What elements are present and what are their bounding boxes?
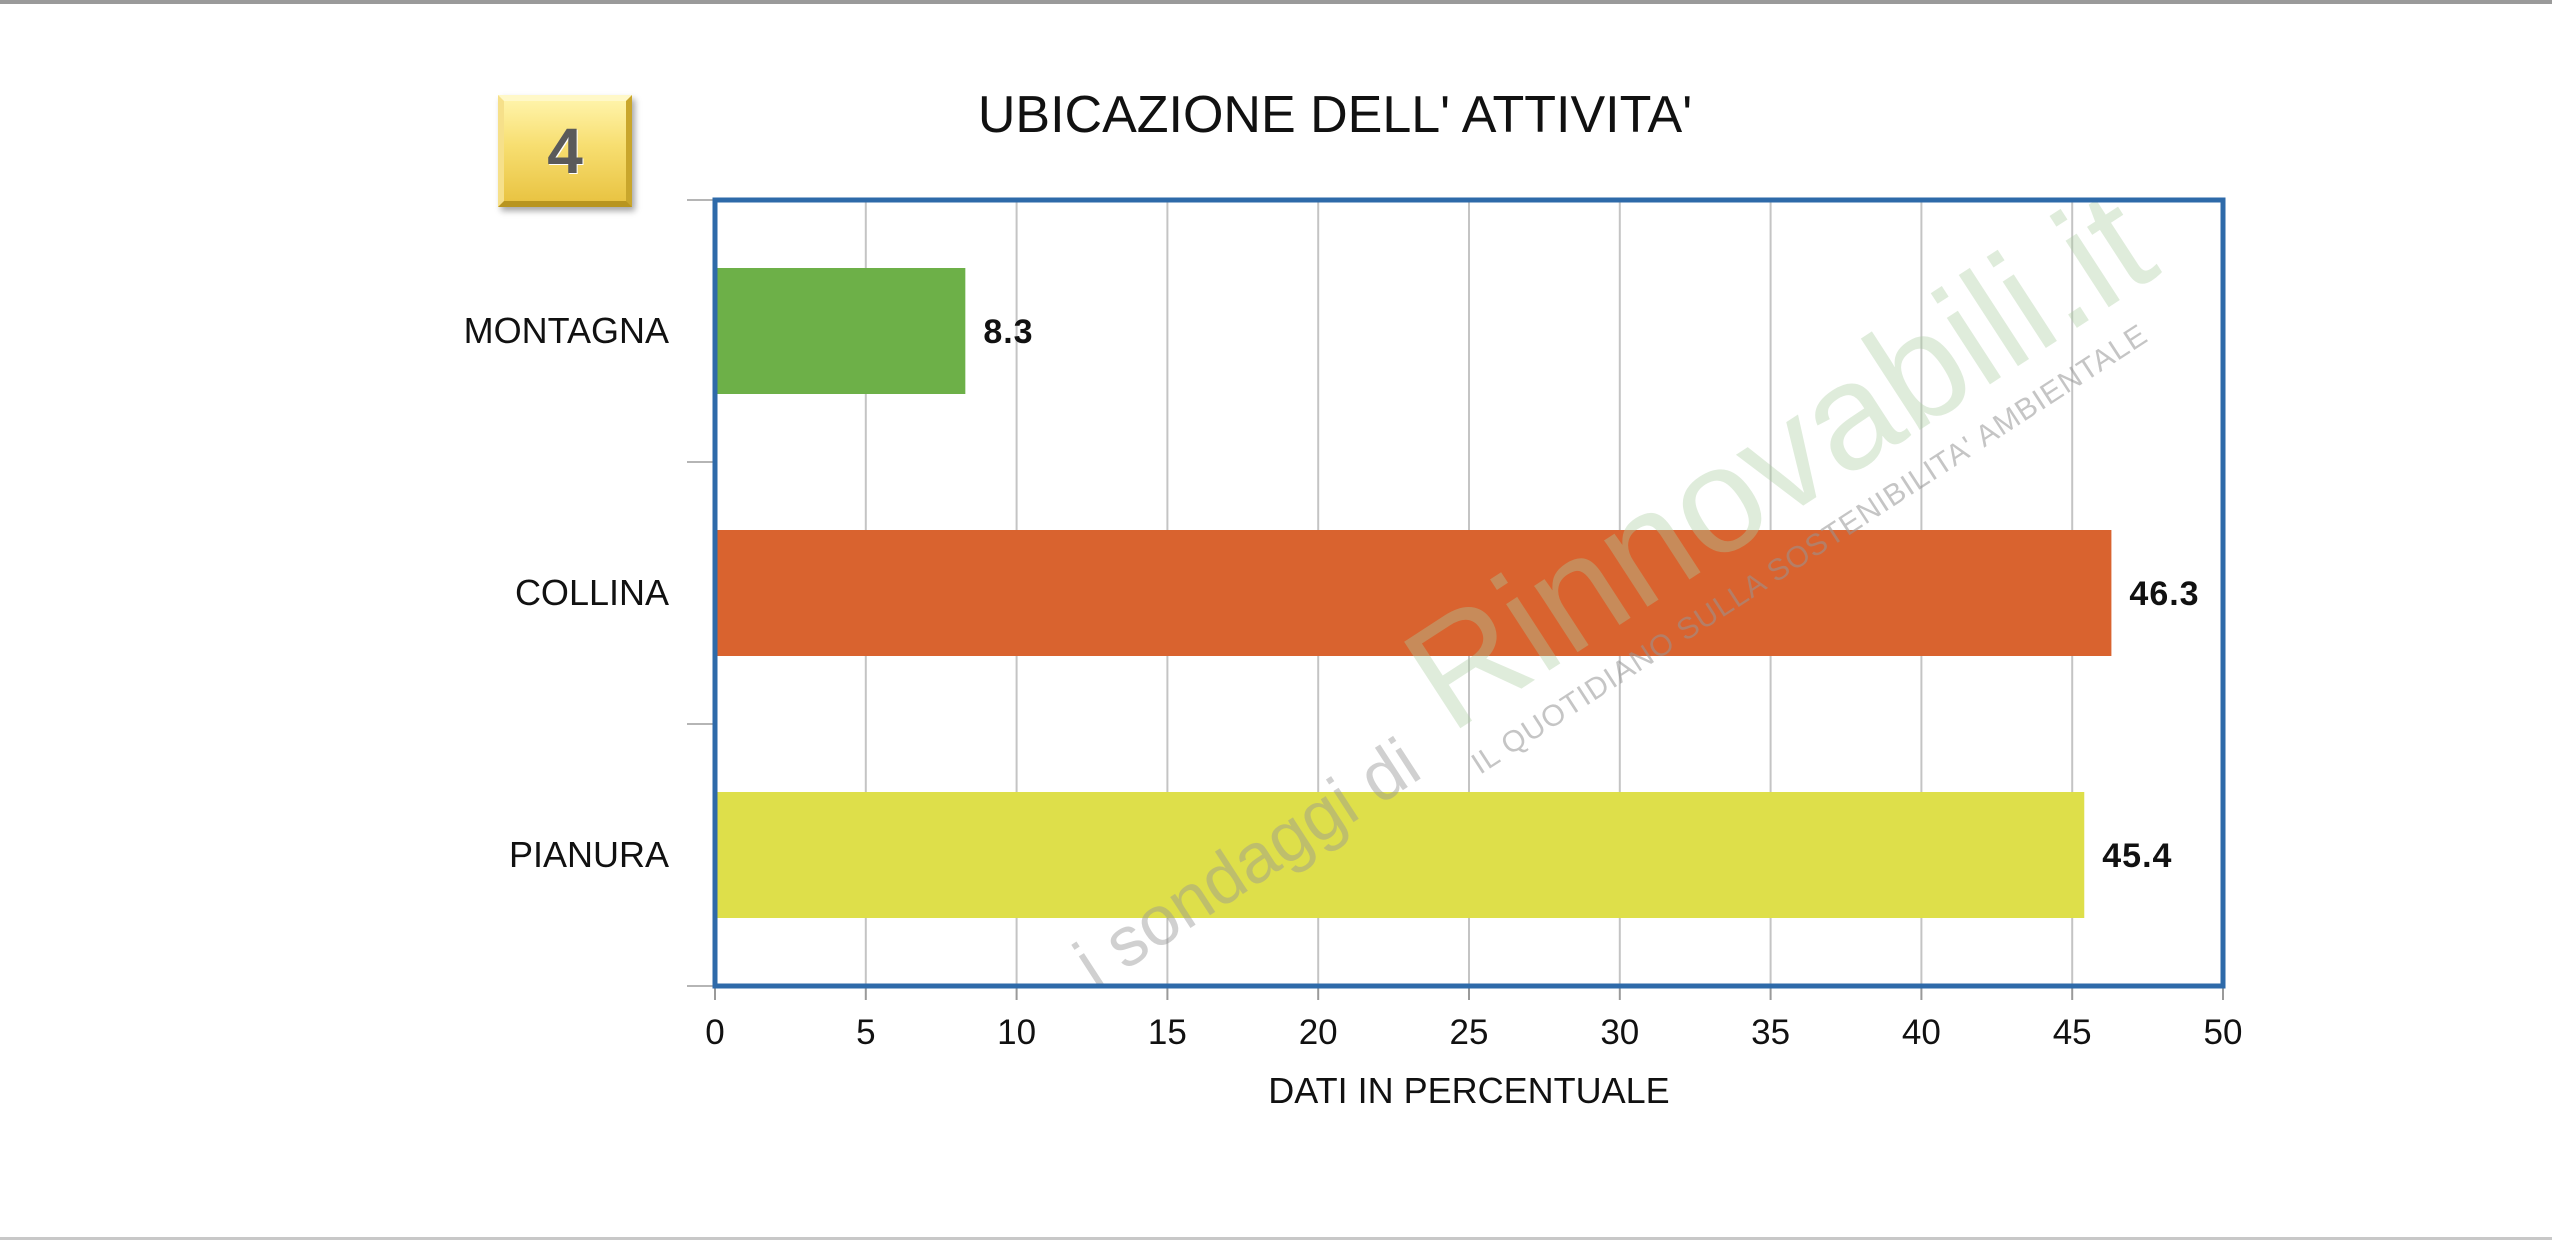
bottom-border [0, 1237, 2552, 1240]
category-label-collina: COLLINA [515, 572, 669, 613]
x-tick-label: 40 [1902, 1013, 1941, 1052]
x-tick-label: 50 [2204, 1013, 2243, 1052]
bar-collina [715, 530, 2112, 656]
figure-number: 4 [547, 115, 583, 187]
watermark-brand: Rinnovabili.it [1376, 158, 2181, 762]
x-tick-label: 25 [1450, 1013, 1489, 1052]
x-tick-label: 10 [997, 1013, 1036, 1052]
x-axis-title: DATI IN PERCENTUALE [1268, 1070, 1669, 1111]
bars [715, 268, 2112, 918]
labels: 0 5 10 15 20 25 30 35 40 45 50 8.3 MONTAGNA 46.3 COLLI… [464, 310, 2243, 1052]
x-tick-label: 5 [856, 1013, 875, 1052]
bar-pianura [715, 792, 2085, 918]
figure-number-badge: 4 [498, 95, 632, 207]
chart-title: UBICAZIONE DELL' ATTIVITA' [977, 86, 1693, 144]
top-border [0, 0, 2552, 4]
data-label-montagna: 8.3 [983, 313, 1033, 351]
x-tick-label: 20 [1299, 1013, 1338, 1052]
bar-montagna [715, 268, 966, 394]
x-tick-label: 0 [705, 1013, 724, 1052]
plot-border [712, 197, 2226, 989]
category-label-pianura: PIANURA [509, 834, 669, 875]
data-label-collina: 46.3 [2129, 575, 2199, 613]
x-tick-label: 15 [1148, 1013, 1187, 1052]
data-label-pianura: 45.4 [2102, 837, 2172, 875]
category-label-montagna: MONTAGNA [464, 310, 669, 351]
x-tick-label: 30 [1600, 1013, 1639, 1052]
plot-frame [712, 197, 2226, 989]
x-tick-label: 35 [1751, 1013, 1790, 1052]
x-tick-label: 45 [2053, 1013, 2092, 1052]
